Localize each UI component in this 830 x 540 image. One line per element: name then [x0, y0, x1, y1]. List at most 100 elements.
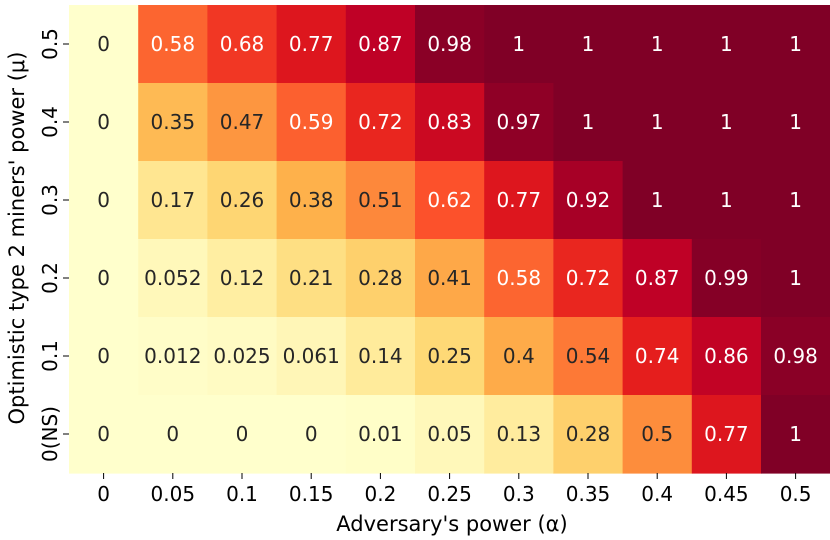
heatmap-cell-label: 0.58 [151, 32, 196, 56]
heatmap-cell-label: 1 [720, 188, 733, 212]
heatmap-cell-label: 0 [97, 188, 110, 212]
heatmap-cell [622, 239, 693, 318]
heatmap-cell-label: 0.72 [358, 110, 403, 134]
heatmap-cell [69, 5, 139, 84]
heatmap-cell-label: 0.21 [289, 266, 334, 290]
heatmap-cell [415, 161, 485, 240]
heatmap-cell-label: 0.83 [427, 110, 472, 134]
heatmap-cell [69, 161, 139, 240]
heatmap-cell [622, 395, 693, 474]
heatmap-cell-label: 1 [512, 32, 525, 56]
heatmap-cell-label: 1 [651, 188, 664, 212]
heatmap-cell [276, 161, 347, 240]
heatmap-cell-label: 0.62 [427, 188, 472, 212]
heatmap-cell [691, 5, 762, 84]
heatmap-cell-label: 0.13 [497, 422, 542, 446]
x-tick-label: 0.05 [151, 482, 196, 506]
heatmap-cell-label: 0.77 [289, 32, 334, 56]
heatmap-cell-label: 1 [720, 110, 733, 134]
heatmap-cell-label: 0.052 [144, 266, 201, 290]
heatmap-cell-label: 1 [789, 266, 802, 290]
x-axis-label: Adversary's power (α) [336, 512, 567, 536]
y-tick-labels: 0.5 0.4 0.3 0.2 0.1 0(NS) [38, 28, 69, 462]
heatmap-cell [484, 395, 554, 474]
heatmap-cell-label: 0.47 [220, 110, 265, 134]
heatmap-cell-label: 0.59 [289, 110, 334, 134]
heatmap-cell [553, 5, 624, 84]
heatmap-cell [207, 83, 278, 162]
x-tick-label: 0.2 [364, 482, 396, 506]
y-axis-label: Optimistic type 2 miners' power (μ) [5, 52, 29, 425]
heatmap-cell [484, 239, 554, 318]
heatmap-cell [761, 161, 830, 240]
heatmap-cell [69, 395, 139, 474]
heatmap-cell-label: 0 [236, 422, 249, 446]
y-tick-label: 0.5 [38, 28, 62, 60]
heatmap-cell [761, 317, 830, 396]
heatmap-cell-label: 0.28 [358, 266, 403, 290]
x-tick-label: 0.45 [704, 482, 749, 506]
heatmap-cell [345, 395, 416, 474]
heatmap-cell [415, 83, 485, 162]
x-tick-label: 0.15 [289, 482, 334, 506]
heatmap-cell [138, 83, 208, 162]
heatmap-cell-label: 1 [789, 110, 802, 134]
heatmap-cell [207, 5, 278, 84]
heatmap-cell [691, 83, 762, 162]
y-tick-label: 0.3 [38, 184, 62, 216]
heatmap-cell-label: 0.77 [704, 422, 749, 446]
heatmap-cell-label: 0.5 [641, 422, 673, 446]
heatmap-cell-label: 0.061 [283, 344, 340, 368]
heatmap-cell [484, 5, 554, 84]
heatmap-cell [138, 239, 208, 318]
heatmap-cell [691, 395, 762, 474]
heatmap-cell [415, 5, 485, 84]
heatmap-cell [138, 317, 208, 396]
heatmap-cell [207, 395, 278, 474]
heatmap-cell [345, 5, 416, 84]
x-tick-label: 0.5 [780, 482, 812, 506]
heatmap-cell-label: 0.4 [503, 344, 535, 368]
heatmap-cell [691, 239, 762, 318]
heatmap-cell-label: 0 [97, 266, 110, 290]
heatmap-cell-label: 0.28 [566, 422, 611, 446]
heatmap-cell [207, 317, 278, 396]
heatmap-cell-label: 0.51 [358, 188, 403, 212]
heatmap-cell [345, 83, 416, 162]
heatmap-cell [69, 83, 139, 162]
heatmap-cell [345, 239, 416, 318]
heatmap-cell [761, 239, 830, 318]
heatmap-cell-label: 0.25 [427, 344, 472, 368]
heatmap-cell-label: 0.98 [427, 32, 472, 56]
heatmap-cell-label: 0.38 [289, 188, 334, 212]
heatmap-cell [276, 395, 347, 474]
heatmap-cell-label: 0 [97, 110, 110, 134]
heatmap-cell-label: 0.025 [213, 344, 270, 368]
heatmap-cell-label: 0.87 [358, 32, 403, 56]
heatmap-cell-label: 1 [651, 32, 664, 56]
heatmap-cell-label: 0 [97, 344, 110, 368]
heatmap-cell-label: 1 [582, 32, 595, 56]
heatmap-cell [553, 317, 624, 396]
x-tick-label: 0.3 [503, 482, 535, 506]
heatmap-cell [553, 83, 624, 162]
heatmap-cell [138, 5, 208, 84]
y-tick-label: 0.4 [38, 106, 62, 138]
heatmap-cell [484, 161, 554, 240]
heatmap-cell [207, 161, 278, 240]
heatmap-cell-label: 0.58 [497, 266, 542, 290]
heatmap-cell [345, 317, 416, 396]
heatmap-cell [761, 83, 830, 162]
heatmap-cell-label: 0.05 [427, 422, 472, 446]
heatmap-cell-label: 1 [789, 32, 802, 56]
heatmap-cell-label: 0.77 [497, 188, 542, 212]
heatmap-cell [484, 83, 554, 162]
y-tick-label: 0.2 [38, 262, 62, 294]
heatmap-cell-label: 0.26 [220, 188, 265, 212]
heatmap-cell-label: 0.97 [497, 110, 542, 134]
heatmap-cell-label: 0.01 [358, 422, 403, 446]
heatmap-cell [276, 5, 347, 84]
heatmap-cell [691, 161, 762, 240]
heatmap-cell-label: 0.86 [704, 344, 749, 368]
